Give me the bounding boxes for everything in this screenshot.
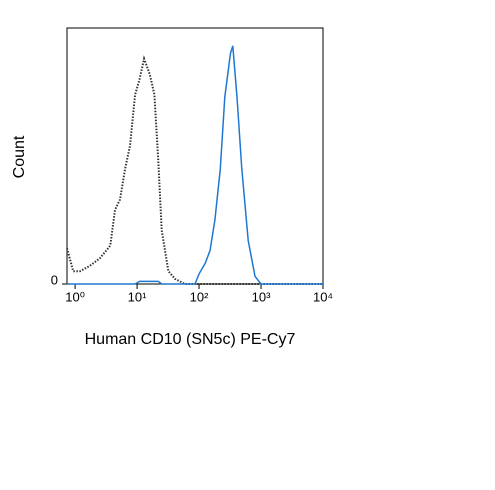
histogram-line [66, 55, 323, 285]
x-tick-label: 10¹ [128, 289, 147, 304]
y-axis-label: Count [11, 135, 28, 178]
x-tick-label: 10² [190, 289, 209, 304]
x-tick-label: 10⁴ [313, 289, 333, 304]
y-tick-label: 0 [51, 272, 58, 287]
x-tick-label: 10³ [252, 289, 271, 304]
histogram-line [67, 45, 323, 285]
x-tick-label: 10⁰ [65, 289, 85, 304]
x-axis-label: Human CD10 (SN5c) PE-Cy7 [85, 331, 296, 348]
plot-frame [66, 27, 324, 285]
